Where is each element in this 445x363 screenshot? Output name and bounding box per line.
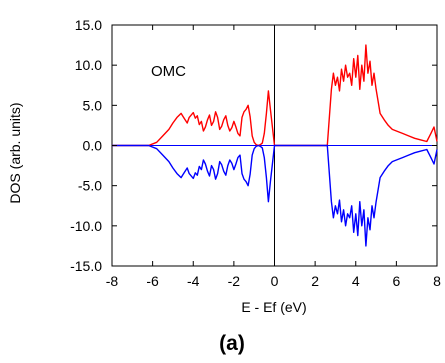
x-axis-title: E - Ef (eV): [241, 299, 306, 315]
panel-label: (a): [219, 332, 245, 355]
material-annotation: OMC: [151, 63, 186, 80]
x-tick-label: -2: [228, 273, 241, 289]
x-tick-label: -6: [146, 273, 159, 289]
x-tick-label: -4: [187, 273, 200, 289]
x-tick-label: 6: [392, 273, 400, 289]
spin-up-dos-line: [112, 44, 438, 147]
y-axis-ticks: 15.0 10.0 5.0 0.0 -5.0 -10.0 -15.0: [70, 17, 437, 274]
plot-area: [111, 24, 438, 267]
x-tick-label: -8: [106, 273, 119, 289]
y-tick-label: 15.0: [75, 17, 102, 33]
y-tick-label: -10.0: [70, 218, 102, 234]
y-tick-label: 0.0: [83, 138, 103, 154]
x-tick-label: 0: [271, 273, 279, 289]
x-tick-label: 2: [311, 273, 319, 289]
x-tick-label: 8: [433, 273, 441, 289]
x-tick-label: 4: [352, 273, 360, 289]
x-axis-ticks: -8 -6 -4 -2 0 2 4 6 8: [106, 25, 441, 289]
spin-down-dos-line: [112, 144, 438, 247]
y-tick-label: 5.0: [83, 97, 103, 113]
y-tick-label: -5.0: [78, 178, 102, 194]
y-tick-label: -15.0: [70, 258, 102, 274]
y-axis-title: DOS (arb. units): [7, 102, 23, 203]
y-tick-label: 10.0: [75, 57, 102, 73]
